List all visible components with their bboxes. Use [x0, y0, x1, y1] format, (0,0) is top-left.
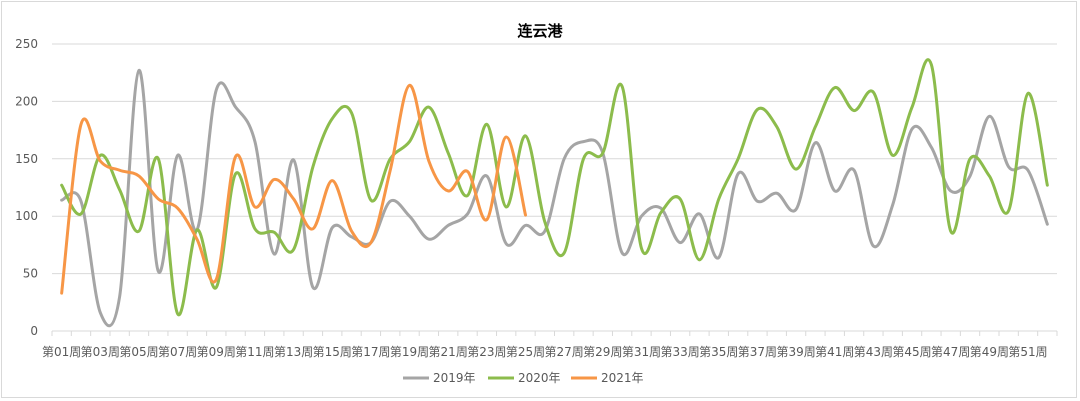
x-tick-label: 第01周 — [42, 345, 81, 359]
series-line-2020年 — [60, 58, 1049, 317]
y-tick-label: 0 — [30, 324, 38, 338]
x-tick-label: 第33周 — [660, 345, 699, 359]
x-tick-label: 第23周 — [467, 345, 506, 359]
x-tick-label: 第31周 — [622, 345, 661, 359]
x-tick-label: 第05周 — [119, 345, 158, 359]
x-tick-label: 第35周 — [699, 345, 738, 359]
x-tick-label: 第13周 — [274, 345, 313, 359]
y-tick-label: 50 — [23, 267, 38, 281]
x-tick-label: 第51周 — [1008, 345, 1047, 359]
x-tick-label: 第25周 — [506, 345, 545, 359]
y-tick-label: 100 — [15, 209, 38, 223]
x-tick-label: 第15周 — [313, 345, 352, 359]
x-tick-label: 第41周 — [815, 345, 854, 359]
legend-item: 2020年 — [488, 371, 561, 385]
x-tick-label: 第21周 — [429, 345, 468, 359]
x-tick-label: 第43周 — [854, 345, 893, 359]
series-line-2019年 — [60, 68, 1049, 328]
x-tick-label: 第03周 — [81, 345, 120, 359]
legend-label: 2019年 — [433, 371, 476, 385]
x-tick-label: 第47周 — [931, 345, 970, 359]
legend-label: 2021年 — [601, 371, 644, 385]
x-tick-label: 第45周 — [892, 345, 931, 359]
y-tick-label: 150 — [15, 152, 38, 166]
x-tick-label: 第17周 — [351, 345, 390, 359]
y-tick-label: 200 — [15, 94, 38, 108]
x-tick-label: 第39周 — [776, 345, 815, 359]
x-tick-label: 第11周 — [235, 345, 274, 359]
legend-label: 2020年 — [518, 371, 561, 385]
x-tick-label: 第07周 — [158, 345, 197, 359]
x-tick-label: 第29周 — [583, 345, 622, 359]
legend-item: 2021年 — [571, 371, 644, 385]
x-tick-label: 第37周 — [738, 345, 777, 359]
series-line-2021年 — [60, 83, 528, 295]
y-tick-label: 250 — [15, 37, 38, 51]
legend-item: 2019年 — [403, 371, 476, 385]
x-tick-label: 第27周 — [545, 345, 584, 359]
x-tick-label: 第19周 — [390, 345, 429, 359]
x-tick-label: 第09周 — [197, 345, 236, 359]
chart-title: 连云港 — [517, 22, 563, 40]
x-tick-label: 第49周 — [970, 345, 1009, 359]
